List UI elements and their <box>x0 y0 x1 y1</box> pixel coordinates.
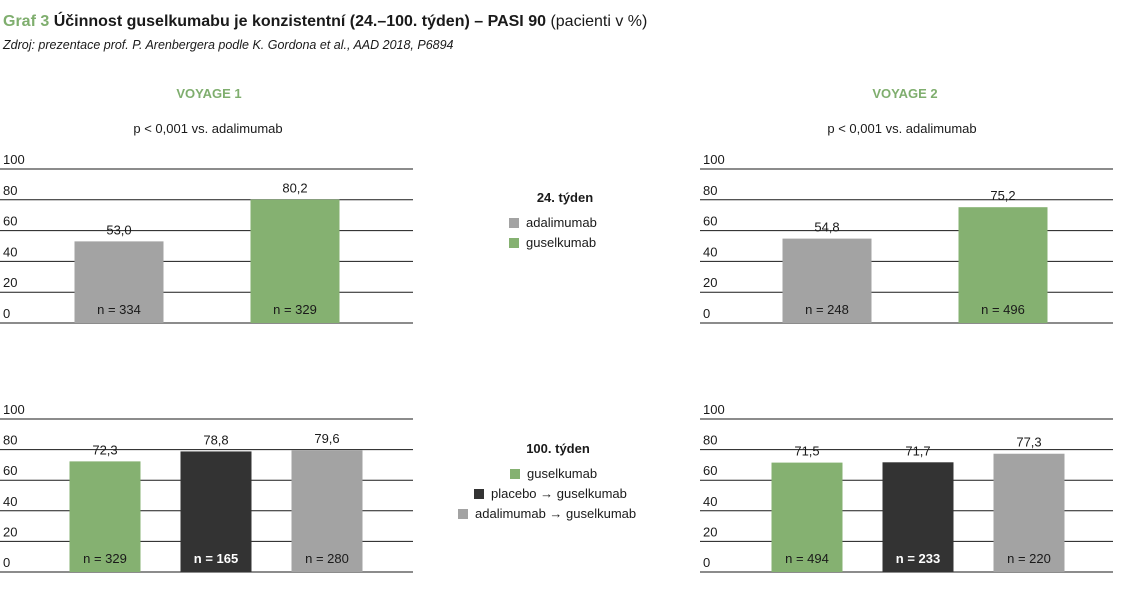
y-tick-label: 40 <box>3 244 17 259</box>
bar-value-label: 80,2 <box>282 180 307 195</box>
legend-label: placebo → guselkumab <box>491 486 627 501</box>
bar-n-label: n = 496 <box>981 302 1025 317</box>
y-tick-label: 100 <box>703 152 725 167</box>
bar <box>250 199 340 323</box>
legend-label: guselkumab <box>526 235 597 250</box>
bar <box>993 453 1065 572</box>
bar-value-label: 72,3 <box>92 442 117 457</box>
legend-week-100-title: 100. týden <box>526 441 590 456</box>
y-tick-label: 40 <box>3 494 17 509</box>
source-note: Zdroj: prezentace prof. P. Arenbergera p… <box>3 38 454 52</box>
bar-n-label: n = 494 <box>785 551 829 566</box>
y-tick-label: 80 <box>703 433 717 448</box>
y-tick-label: 20 <box>3 275 17 290</box>
pvalue-note-voyage-2: p < 0,001 vs. adalimumab <box>827 121 977 136</box>
study-label-voyage-1: VOYAGE 1 <box>176 86 242 101</box>
legend-swatch-guselkumab <box>510 468 520 479</box>
y-tick-label: 20 <box>703 275 717 290</box>
bar <box>771 462 843 572</box>
bar-n-label: n = 329 <box>273 302 317 317</box>
bar-value-label: 79,6 <box>314 431 339 446</box>
y-tick-label: 80 <box>703 183 717 198</box>
bar-n-label: n = 233 <box>896 551 940 566</box>
y-tick-label: 60 <box>3 463 17 478</box>
bar-value-label: 71,5 <box>794 444 819 459</box>
graf-label: Graf 3 <box>3 13 50 30</box>
bar <box>782 238 872 323</box>
study-label-voyage-2: VOYAGE 2 <box>872 86 938 101</box>
bar <box>180 451 252 572</box>
y-tick-label: 0 <box>703 555 710 570</box>
y-tick-label: 40 <box>703 494 717 509</box>
bar-n-label: n = 165 <box>194 551 238 566</box>
legend-week-100: 100. týden guselkumab placebo → guselkum… <box>458 441 678 526</box>
legend-label: adalimumab → guselkumab <box>475 506 637 521</box>
legend-week-24-title: 24. týden <box>536 190 594 205</box>
y-tick-label: 20 <box>703 524 717 539</box>
y-tick-label: 60 <box>703 214 717 229</box>
legend-swatch-placebo-guselkumab <box>474 488 484 499</box>
bar-value-label: 53,0 <box>106 222 131 237</box>
figure-title: Graf 3 Účinnost guselkumabu je konzisten… <box>3 13 647 31</box>
bar <box>69 461 141 572</box>
legend-swatch-guselkumab <box>509 237 519 248</box>
bar <box>74 241 164 323</box>
bar-value-label: 75,2 <box>990 188 1015 203</box>
y-tick-label: 0 <box>703 306 710 321</box>
legend-label: adalimumab <box>526 215 597 230</box>
bar-value-label: 71,7 <box>905 443 930 458</box>
y-tick-label: 20 <box>3 524 17 539</box>
y-tick-label: 80 <box>3 183 17 198</box>
legend-week-24: 24. týden adalimumab guselkumab <box>495 190 635 255</box>
bar-n-label: n = 334 <box>97 302 141 317</box>
bar-value-label: 78,8 <box>203 432 228 447</box>
legend-swatch-adalimumab-guselkumab <box>458 508 468 519</box>
bar-n-label: n = 220 <box>1007 551 1051 566</box>
title-bold: Účinnost guselkumabu je konzistentní (24… <box>53 13 546 30</box>
y-tick-label: 40 <box>703 244 717 259</box>
bar-value-label: 77,3 <box>1016 435 1041 450</box>
y-tick-label: 60 <box>703 463 717 478</box>
bar <box>958 207 1048 323</box>
bar-value-label: 54,8 <box>814 220 839 235</box>
legend-item: placebo → guselkumab <box>458 486 678 501</box>
legend-item: adalimumab → guselkumab <box>458 506 678 521</box>
legend-label: guselkumab <box>527 466 598 481</box>
y-tick-label: 0 <box>3 555 10 570</box>
y-tick-label: 60 <box>3 214 17 229</box>
bar-n-label: n = 329 <box>83 551 127 566</box>
bar-n-label: n = 248 <box>805 302 849 317</box>
legend-item: adalimumab <box>495 215 635 230</box>
bar <box>882 462 954 572</box>
y-tick-label: 100 <box>703 402 725 417</box>
bar <box>291 450 363 572</box>
pvalue-note-voyage-1: p < 0,001 vs. adalimumab <box>133 121 283 136</box>
y-tick-label: 80 <box>3 433 17 448</box>
title-tail: (pacienti v %) <box>550 13 648 30</box>
bar-n-label: n = 280 <box>305 551 349 566</box>
legend-item: guselkumab <box>458 466 678 481</box>
legend-item: guselkumab <box>495 235 635 250</box>
legend-swatch-adalimumab <box>509 217 519 228</box>
y-tick-label: 100 <box>3 402 25 417</box>
y-tick-label: 100 <box>3 152 25 167</box>
y-tick-label: 0 <box>3 306 10 321</box>
